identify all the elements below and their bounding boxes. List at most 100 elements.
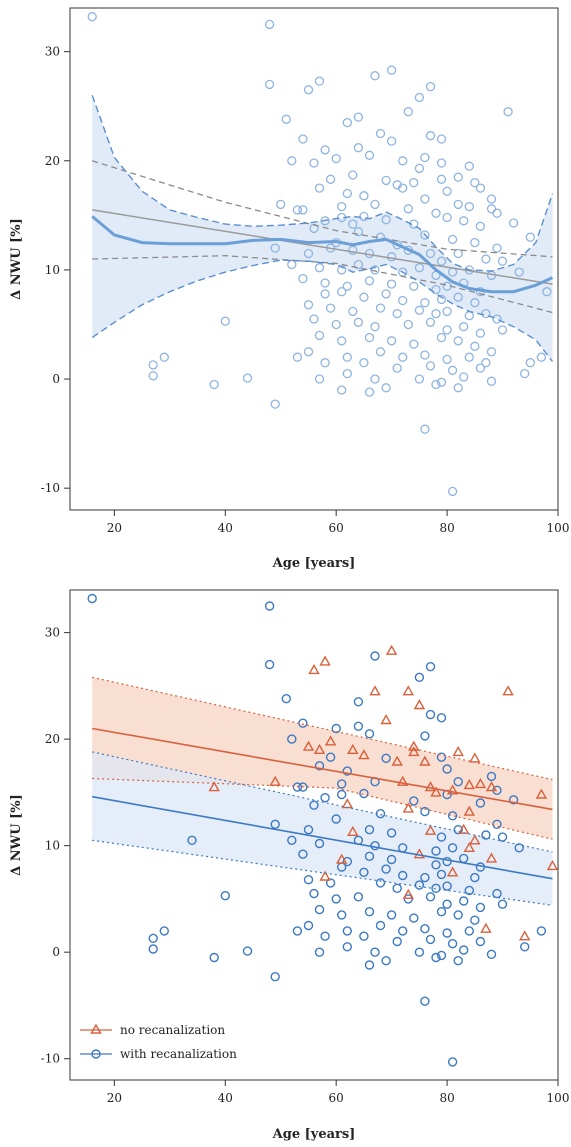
- data-point: [386, 279, 397, 289]
- triangle-data-point: [319, 870, 331, 881]
- circle-data-point: [453, 777, 463, 787]
- data-point: [331, 319, 341, 330]
- data-point: [403, 319, 413, 330]
- triangle-data-point: [485, 781, 498, 792]
- data-point: [436, 158, 447, 168]
- circle-data-point: [270, 972, 280, 982]
- triangle-data-point: [430, 786, 442, 797]
- circle-data-point: [187, 835, 197, 845]
- data-point: [359, 191, 369, 201]
- top-plot-frame: [69, 7, 559, 511]
- data-point: [270, 399, 280, 409]
- circle-data-point: [292, 782, 303, 792]
- data-point: [436, 294, 447, 305]
- circle-data-point: [431, 860, 441, 870]
- data-point: [420, 350, 430, 360]
- triangle-data-point: [313, 743, 326, 754]
- data-point: [303, 300, 314, 310]
- data-point: [447, 365, 458, 375]
- legend-label-no-recanalization: no recanalization: [120, 1023, 225, 1037]
- data-point: [447, 486, 458, 497]
- data-point: [409, 281, 419, 291]
- data-point: [464, 161, 474, 171]
- circle-data-point: [342, 766, 352, 776]
- circle-data-point: [470, 915, 480, 925]
- data-point: [364, 332, 375, 343]
- data-point: [420, 152, 430, 163]
- data-point: [342, 117, 352, 128]
- top-x-tick-label-40: 40: [218, 521, 233, 535]
- data-point: [314, 374, 325, 384]
- data-point: [220, 316, 230, 326]
- linear-ci-upper-line: [92, 160, 553, 258]
- circle-data-point: [370, 947, 380, 957]
- data-point: [87, 12, 97, 22]
- data-point: [375, 303, 386, 313]
- top-x-tick-label-20: 20: [107, 521, 122, 535]
- triangle-data-point: [480, 922, 492, 933]
- circle-data-point: [337, 789, 347, 800]
- circle-data-point: [342, 856, 352, 867]
- data-point: [314, 76, 325, 86]
- circle-data-point: [309, 888, 319, 899]
- circle-data-point: [331, 894, 341, 904]
- data-point: [320, 145, 330, 155]
- triangle-data-point: [424, 781, 437, 792]
- circle-data-point: [442, 928, 452, 938]
- data-point: [403, 107, 413, 117]
- bottom-x-tick-label-20: 20: [107, 1091, 122, 1105]
- data-point: [337, 201, 347, 212]
- circle-data-point: [364, 851, 375, 861]
- circle-data-point: [264, 601, 275, 611]
- data-point: [459, 216, 469, 226]
- circle-data-point: [148, 944, 158, 954]
- circle-data-point: [436, 869, 447, 880]
- circle-data-point: [220, 891, 231, 901]
- top-x-tick-label-60: 60: [329, 521, 344, 535]
- circle-data-point: [331, 814, 341, 824]
- circle-data-point: [431, 952, 441, 963]
- circle-data-point: [314, 761, 325, 771]
- circle-data-point: [87, 593, 97, 604]
- triangle-data-point: [402, 802, 414, 813]
- circle-data-point: [447, 811, 458, 821]
- triangle-data-point: [208, 781, 220, 792]
- circle-data-point: [414, 880, 425, 890]
- data-point: [353, 143, 364, 153]
- data-point: [370, 71, 380, 81]
- data-point: [314, 183, 325, 193]
- circle-data-point: [364, 825, 375, 835]
- circle-data-point: [264, 659, 275, 670]
- linear-fit-line: [92, 209, 553, 285]
- top-x-axis-label: Age [years]: [272, 556, 356, 571]
- circle-data-point: [386, 910, 397, 920]
- circle-data-point: [464, 885, 474, 896]
- data-point: [342, 352, 352, 362]
- data-point: [486, 347, 497, 357]
- data-point: [325, 303, 336, 313]
- circle-data-point: [508, 795, 519, 805]
- data-point: [403, 204, 413, 214]
- data-point: [287, 156, 297, 166]
- circle-data-point: [409, 796, 419, 806]
- data-point: [314, 330, 325, 341]
- circle-data-point: [486, 771, 497, 782]
- circle-data-point: [370, 651, 380, 661]
- data-point: [447, 234, 458, 245]
- triangle-data-point: [302, 740, 315, 751]
- bottom-x-tick-label-100: 100: [547, 1091, 570, 1105]
- triangle-data-point: [269, 775, 281, 786]
- data-point: [470, 177, 480, 188]
- circle-data-point: [325, 878, 336, 888]
- data-point: [542, 287, 552, 297]
- data-point: [436, 332, 447, 343]
- circle-data-point: [359, 931, 369, 941]
- data-point: [492, 208, 502, 218]
- circle-data-point: [442, 899, 452, 909]
- circle-data-point: [386, 828, 397, 838]
- triangle-data-point: [452, 745, 464, 757]
- circle-data-point: [470, 872, 480, 883]
- triangle-data-point: [424, 824, 437, 835]
- data-point: [320, 278, 330, 288]
